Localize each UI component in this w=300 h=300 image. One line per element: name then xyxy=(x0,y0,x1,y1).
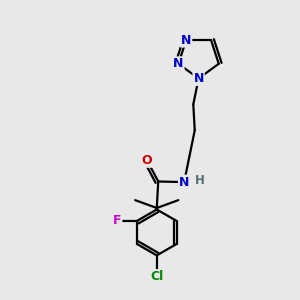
Text: O: O xyxy=(142,154,152,167)
Text: N: N xyxy=(179,176,189,189)
Text: N: N xyxy=(194,72,204,85)
Text: H: H xyxy=(194,174,204,188)
Text: N: N xyxy=(181,34,191,46)
Text: Cl: Cl xyxy=(150,270,164,283)
Text: N: N xyxy=(173,57,184,70)
Text: F: F xyxy=(113,214,122,227)
